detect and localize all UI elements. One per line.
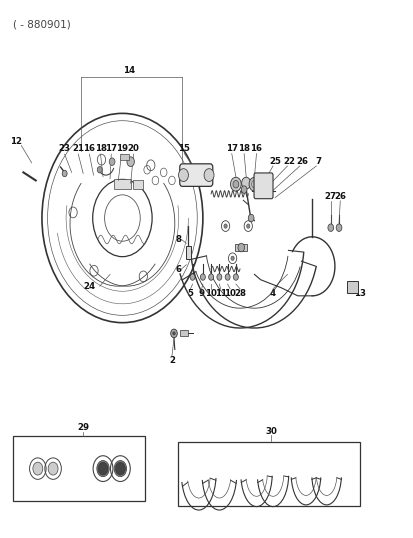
Circle shape bbox=[98, 462, 108, 475]
Text: 10: 10 bbox=[223, 289, 235, 298]
Text: 19: 19 bbox=[115, 144, 127, 153]
Bar bbox=[180, 330, 188, 336]
Text: 12: 12 bbox=[10, 137, 22, 146]
Bar bbox=[178, 442, 359, 506]
Bar bbox=[133, 180, 143, 188]
Text: 18: 18 bbox=[237, 144, 249, 153]
Text: 7: 7 bbox=[315, 157, 320, 166]
Circle shape bbox=[97, 461, 109, 477]
FancyBboxPatch shape bbox=[254, 173, 272, 199]
Text: 26: 26 bbox=[333, 192, 345, 201]
Circle shape bbox=[241, 186, 247, 193]
Circle shape bbox=[62, 170, 67, 176]
Text: 10: 10 bbox=[205, 289, 216, 298]
Circle shape bbox=[172, 332, 175, 335]
Text: 26: 26 bbox=[295, 157, 307, 166]
Text: 29: 29 bbox=[77, 423, 89, 432]
Circle shape bbox=[246, 224, 249, 228]
Circle shape bbox=[204, 168, 214, 181]
Text: 16: 16 bbox=[250, 144, 262, 153]
Text: 30: 30 bbox=[264, 427, 276, 436]
Circle shape bbox=[170, 329, 177, 338]
Text: 2: 2 bbox=[169, 356, 175, 365]
Circle shape bbox=[178, 168, 188, 181]
Circle shape bbox=[230, 256, 234, 260]
Text: 15: 15 bbox=[178, 144, 190, 153]
Circle shape bbox=[335, 224, 341, 231]
Circle shape bbox=[230, 177, 241, 191]
Circle shape bbox=[249, 177, 259, 191]
Circle shape bbox=[48, 462, 58, 475]
Circle shape bbox=[114, 461, 126, 477]
Circle shape bbox=[327, 224, 333, 231]
Bar bbox=[235, 244, 247, 251]
Circle shape bbox=[127, 157, 134, 166]
Circle shape bbox=[97, 166, 102, 173]
Text: 9: 9 bbox=[198, 289, 204, 298]
Text: ( - 880901): ( - 880901) bbox=[13, 19, 71, 30]
Circle shape bbox=[115, 462, 125, 475]
Bar bbox=[13, 436, 145, 501]
Text: 18: 18 bbox=[94, 144, 106, 153]
Circle shape bbox=[216, 274, 221, 280]
Text: 27: 27 bbox=[324, 192, 336, 201]
Circle shape bbox=[208, 274, 213, 280]
Circle shape bbox=[109, 158, 115, 165]
Text: 17: 17 bbox=[225, 144, 237, 153]
Text: 8: 8 bbox=[175, 235, 180, 244]
Circle shape bbox=[225, 274, 230, 280]
Text: 28: 28 bbox=[233, 289, 245, 298]
Text: 20: 20 bbox=[127, 144, 139, 153]
Text: 4: 4 bbox=[269, 289, 275, 298]
Text: 23: 23 bbox=[59, 144, 71, 153]
Circle shape bbox=[223, 224, 227, 228]
Circle shape bbox=[248, 214, 254, 222]
Text: 17: 17 bbox=[105, 144, 117, 153]
Text: 6: 6 bbox=[175, 265, 180, 273]
Circle shape bbox=[237, 243, 244, 252]
Text: 11: 11 bbox=[214, 289, 226, 298]
Bar bbox=[114, 179, 131, 188]
Text: 24: 24 bbox=[83, 282, 95, 291]
Text: 5: 5 bbox=[187, 289, 193, 298]
FancyBboxPatch shape bbox=[179, 164, 212, 186]
Bar bbox=[120, 154, 128, 160]
Text: 25: 25 bbox=[268, 157, 280, 166]
Circle shape bbox=[33, 462, 43, 475]
Circle shape bbox=[233, 274, 238, 280]
Text: 13: 13 bbox=[353, 289, 365, 298]
Bar bbox=[185, 246, 191, 259]
Bar bbox=[347, 281, 357, 293]
Circle shape bbox=[190, 274, 195, 280]
Text: 14: 14 bbox=[122, 66, 134, 75]
Circle shape bbox=[233, 180, 238, 188]
Circle shape bbox=[200, 274, 205, 280]
Text: 16: 16 bbox=[83, 144, 95, 153]
Text: 22: 22 bbox=[283, 157, 295, 166]
Circle shape bbox=[241, 177, 250, 189]
Text: 21: 21 bbox=[72, 144, 84, 153]
